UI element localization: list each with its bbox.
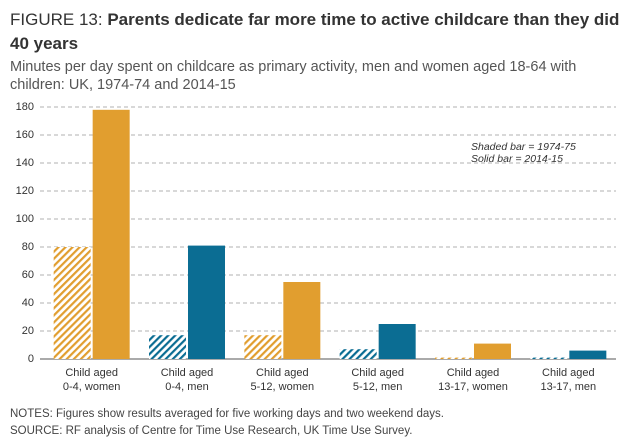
bar xyxy=(435,357,472,359)
subtitle: Minutes per day spent on childcare as pr… xyxy=(10,59,577,93)
y-tick-label: 100 xyxy=(16,213,34,225)
y-tick-label: 140 xyxy=(16,157,34,169)
annotation: Shaded bar = 1974-75 xyxy=(471,141,576,153)
x-tick-label: Child aged 13-17, men xyxy=(540,367,597,393)
x-tick-label: Child aged 0-4, men xyxy=(160,367,214,393)
y-tick-label: 0 xyxy=(28,353,34,365)
bar xyxy=(378,324,416,359)
bar xyxy=(569,350,607,359)
x-tick-label: Child aged 5-12, women xyxy=(250,367,315,393)
annotation: Solid bar = 2014-15 xyxy=(471,153,563,165)
y-tick-label: 120 xyxy=(16,185,34,197)
y-tick-label: 20 xyxy=(22,325,34,337)
x-tick-label: Child aged 0-4, women xyxy=(62,367,121,393)
note: NOTES: Figures show results averaged for… xyxy=(10,408,445,420)
bar xyxy=(474,343,511,359)
y-tick-label: 60 xyxy=(22,269,34,281)
bar xyxy=(149,335,186,359)
y-tick-label: 160 xyxy=(16,129,34,141)
bar xyxy=(53,247,91,359)
x-tick-label: Child aged 5-12, men xyxy=(351,367,404,393)
y-tick-label: 80 xyxy=(22,241,34,253)
bar xyxy=(244,335,282,359)
title-prefix: FIGURE 13: xyxy=(10,10,103,29)
chart-title: FIGURE 13: Parents dedicate far more tim… xyxy=(10,8,630,56)
y-tick-label: 40 xyxy=(22,297,34,309)
note: SOURCE: RF analysis of Centre for Time U… xyxy=(10,425,413,437)
bar xyxy=(530,357,568,359)
bar xyxy=(92,109,130,359)
bar xyxy=(339,349,377,359)
bar xyxy=(283,282,321,359)
x-tick-label: Child aged 13-17, women xyxy=(438,367,508,393)
y-tick-label: 180 xyxy=(16,101,34,113)
title-text: Parents dedicate far more time to active… xyxy=(10,10,620,53)
bar xyxy=(188,245,225,359)
